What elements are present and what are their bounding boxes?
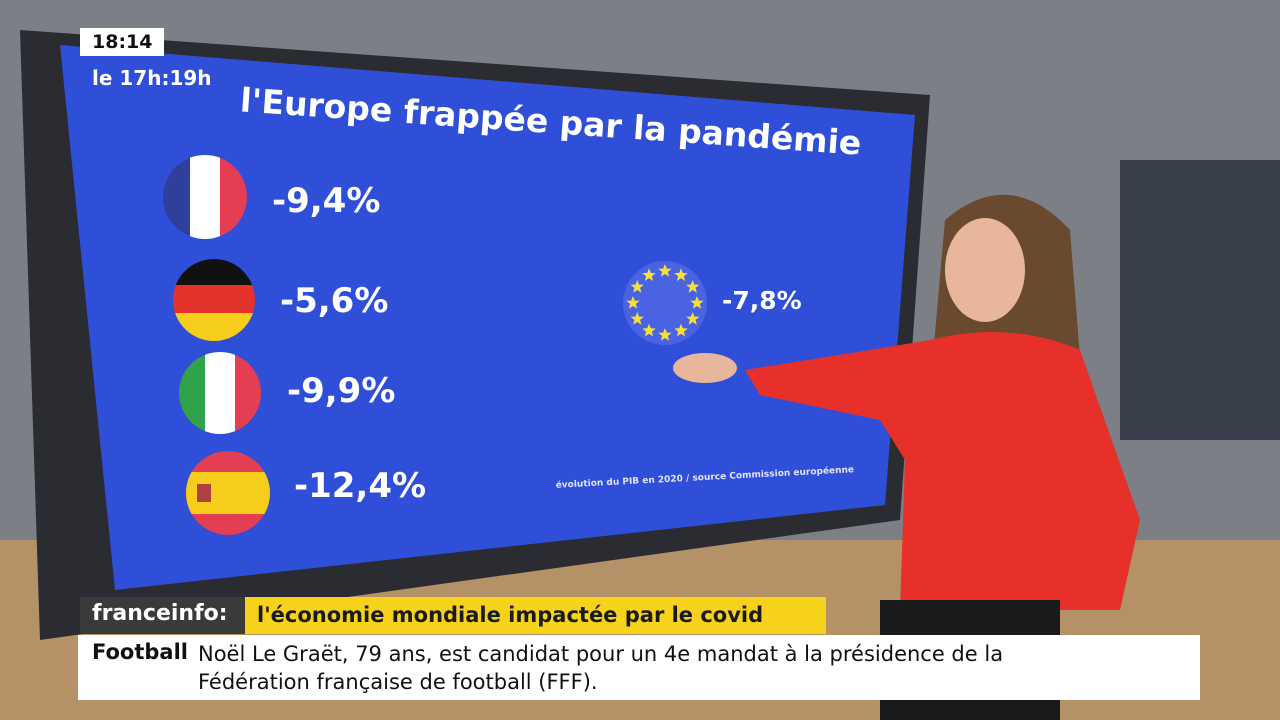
screen: [60, 45, 915, 590]
value: -9,4%: [272, 181, 380, 221]
eu-star: [658, 328, 672, 341]
headline: l'économie mondiale impactée par le covi…: [245, 597, 826, 634]
value: -12,4%: [294, 466, 426, 506]
eu-star: [630, 280, 644, 293]
eu-value: -7,8%: [722, 286, 802, 315]
value: -5,6%: [280, 281, 388, 321]
hand: [673, 353, 737, 383]
eu-star: [686, 312, 700, 325]
eu-star: [658, 264, 672, 277]
eu-star: [642, 268, 656, 281]
clock: 18:14: [80, 28, 165, 56]
eu-star: [686, 280, 700, 293]
face: [945, 218, 1025, 322]
sweater: [745, 332, 1140, 610]
brand: franceinfo:: [92, 601, 228, 626]
ticker: Football Noël Le Graët, 79 ans, est cand…: [78, 635, 1200, 700]
eu-star: [642, 323, 656, 337]
eu-flag: [623, 261, 707, 345]
program: le 17h:19h: [92, 66, 212, 90]
eu-star: [630, 312, 644, 325]
side-screen: [1120, 160, 1280, 440]
eu-star: [674, 268, 688, 281]
ticker-topic: Football: [92, 640, 188, 664]
eu-star: [690, 296, 704, 309]
ticker-text: Noël Le Graët, 79 ans, est candidat pour…: [198, 642, 1004, 694]
flag-es: [186, 451, 270, 535]
banner: franceinfo: l'économie mondiale impactée…: [80, 597, 826, 634]
eu-star: [674, 323, 688, 337]
value: -9,9%: [287, 371, 395, 411]
eu-star: [626, 296, 640, 309]
